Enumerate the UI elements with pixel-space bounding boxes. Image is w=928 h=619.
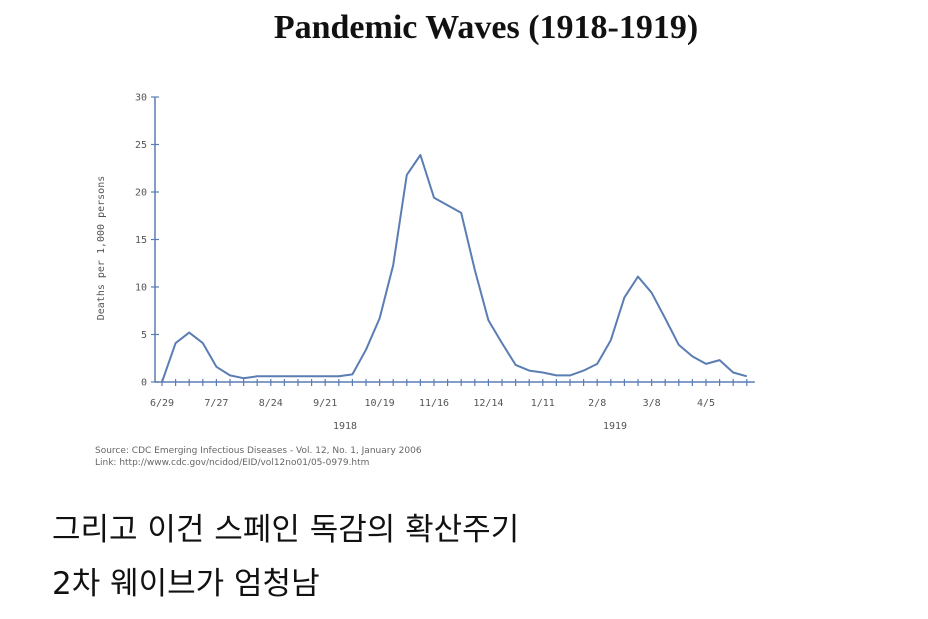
y-tick-label: 5 (141, 330, 147, 341)
x-tick-label: 10/19 (365, 398, 395, 409)
y-tick-label: 25 (135, 140, 147, 151)
x-tick-label: 6/29 (150, 398, 174, 409)
data-line (161, 154, 748, 383)
x-tick-label: 3/8 (643, 398, 661, 409)
year-label: 1918 (333, 421, 357, 432)
x-tick-label: 7/27 (204, 398, 228, 409)
x-tick-label: 12/14 (473, 398, 503, 409)
y-tick-label: 20 (135, 188, 147, 199)
y-tick-label: 15 (135, 235, 147, 246)
y-tick-label: 30 (135, 93, 147, 104)
caption-line: 그리고 이건 스페인 독감의 확산주기 (52, 512, 519, 548)
x-tick-label: 9/21 (313, 398, 337, 409)
y-tick-label: 10 (135, 283, 147, 294)
source-link: Link: http://www.cdc.gov/ncidod/EID/vol1… (95, 458, 369, 468)
x-tick-label: 11/16 (419, 398, 449, 409)
year-label: 1919 (603, 421, 627, 432)
x-tick-label: 1/11 (531, 398, 555, 409)
caption-line: 2차 웨이브가 엄청남 (52, 566, 320, 602)
x-tick-label: 4/5 (697, 398, 715, 409)
y-axis-label: Deaths per 1,000 persons (96, 176, 107, 321)
x-tick-label: 2/8 (588, 398, 606, 409)
x-tick-label: 8/24 (259, 398, 283, 409)
chart-title: Pandemic Waves (1918-1919) (274, 9, 698, 46)
source-text: Source: CDC Emerging Infectious Diseases… (95, 446, 422, 456)
y-tick-label: 0 (141, 378, 147, 389)
